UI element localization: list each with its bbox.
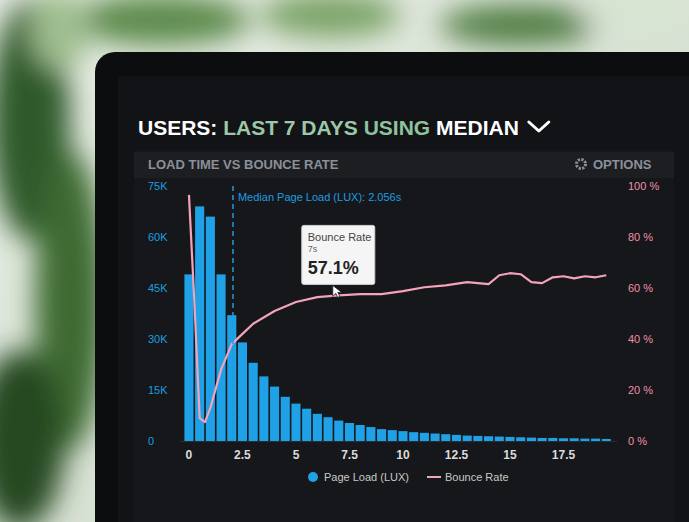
panel-header (134, 152, 674, 178)
bar (591, 439, 600, 441)
y2-tick-label: 80 % (628, 231, 653, 243)
bar (570, 438, 579, 441)
bar (238, 342, 247, 441)
y-tick-label: 60K (148, 231, 168, 243)
bar (452, 435, 461, 441)
plant-leaf (580, 0, 689, 35)
y-tick-label: 45K (148, 282, 168, 294)
bar (356, 425, 365, 441)
bar (398, 431, 407, 441)
tooltip-x: 7s (308, 244, 318, 254)
bar (516, 437, 525, 441)
bar (559, 438, 568, 441)
median-line (232, 186, 234, 441)
marks (184, 186, 610, 441)
options-label: OPTIONS (593, 157, 652, 172)
bar (227, 315, 236, 441)
bar (495, 437, 504, 441)
y2-tick-label: 100 % (628, 180, 659, 192)
chart-photo: USERS: LAST 7 DAYS USING MEDIAN LOAD TIME… (0, 0, 689, 522)
bar (345, 423, 354, 441)
bar (484, 436, 493, 441)
plant-leaf (30, 0, 90, 70)
y2-tick-label: 60 % (628, 282, 653, 294)
y2-tick-label: 0 % (628, 435, 647, 447)
bar (259, 376, 268, 441)
bar (441, 434, 450, 441)
bar (313, 414, 322, 441)
y-tick-label: 75K (148, 180, 168, 192)
x-tick-label: 2.5 (234, 448, 251, 462)
tooltip-title: Bounce Rate (308, 231, 372, 243)
cursor (333, 285, 342, 297)
bar (281, 397, 290, 441)
bar (463, 436, 472, 441)
gear-hole (579, 162, 582, 165)
title: USERS: LAST 7 DAYS USING MEDIAN (138, 116, 519, 139)
bar (409, 432, 418, 441)
bar (270, 387, 279, 441)
screen (118, 76, 689, 522)
x-axis-line (180, 441, 617, 442)
plant-leaf (70, 0, 250, 45)
bar (324, 417, 333, 441)
bar (548, 438, 557, 441)
subtitle: LOAD TIME VS BOUNCE RATE (148, 157, 339, 172)
plant-leaf (260, 0, 400, 37)
dropdown-chevron (529, 122, 549, 131)
bar (377, 429, 386, 441)
legend-label: Page Load (LUX) (324, 471, 409, 483)
bar (217, 274, 226, 441)
legend-swatch (427, 476, 441, 478)
legend-swatch (308, 472, 318, 482)
bar (366, 427, 375, 441)
bar (291, 404, 300, 441)
bar (184, 274, 193, 441)
legend-label: Bounce Rate (445, 471, 509, 483)
bar (527, 438, 536, 441)
title-part: USING (358, 116, 430, 139)
bar (505, 437, 514, 441)
median-label: Median Page Load (LUX): 2.056s (238, 191, 402, 203)
y2-tick-label: 40 % (628, 333, 653, 345)
tooltip-box (302, 225, 375, 284)
title-part: USERS: (138, 116, 217, 139)
options-icon (577, 160, 586, 169)
y-tick-label: 30K (148, 333, 168, 345)
tooltip-value: 57.1% (308, 258, 359, 278)
bar (249, 363, 258, 441)
chart-panel (134, 150, 674, 522)
bounce-line (189, 195, 606, 422)
y2-tick-label: 20 % (628, 384, 653, 396)
x-tick-label: 17.5 (552, 448, 576, 462)
plant-leaf (0, 350, 65, 522)
bar (302, 409, 311, 441)
x-tick-label: 5 (293, 448, 300, 462)
plant-leaf (440, 5, 600, 45)
y-tick-label: 15K (148, 384, 168, 396)
x-tick-label: 12.5 (445, 448, 469, 462)
bar (431, 434, 440, 441)
gear-teeth (577, 160, 586, 169)
bar (334, 421, 343, 441)
bar (388, 430, 397, 441)
y-tick-label: 0 (148, 435, 154, 447)
x-tick-label: 7.5 (341, 448, 358, 462)
title-part: LAST 7 DAYS (217, 116, 357, 139)
title-part: MEDIAN (430, 116, 519, 139)
bar (473, 436, 482, 441)
x-tick-label: 0 (186, 448, 193, 462)
bar (602, 439, 611, 441)
bar (580, 439, 589, 441)
bar (420, 433, 429, 441)
x-tick-label: 10 (396, 448, 410, 462)
bar (538, 438, 547, 441)
x-tick-label: 15 (503, 448, 517, 462)
